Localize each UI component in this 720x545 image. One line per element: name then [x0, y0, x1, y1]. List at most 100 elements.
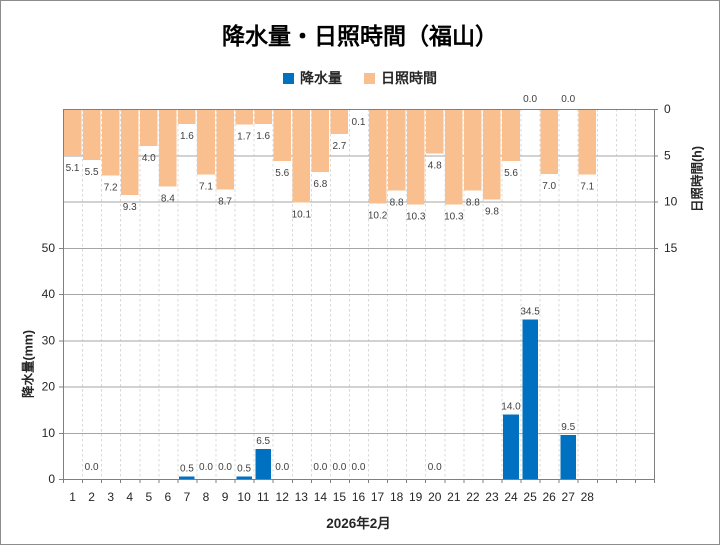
sunshine-data-label: 8.8: [390, 197, 404, 208]
legend: 降水量 日照時間: [1, 68, 719, 88]
sunshine-bar: [178, 109, 196, 124]
day-label: 28: [581, 490, 595, 504]
sunshine-bar: [120, 109, 139, 196]
sunshine-data-label: 4.8: [428, 160, 442, 171]
day-label: 26: [542, 490, 556, 504]
left-axis-tick-label: 30: [42, 333, 56, 347]
day-label: 16: [352, 490, 366, 504]
sunshine-bar: [330, 109, 349, 134]
precipitation-data-label: 0.0: [275, 462, 289, 473]
day-label: 7: [184, 490, 191, 504]
legend-swatch-precipitation-icon: [283, 72, 294, 84]
day-label: 3: [107, 490, 114, 504]
sunshine-bar: [63, 109, 82, 157]
sunshine-bar: [311, 109, 330, 172]
sunshine-data-label: 10.2: [368, 210, 388, 221]
precipitation-data-label: 0.0: [313, 462, 327, 473]
day-label: 2: [88, 490, 95, 504]
sunshine-data-label: 2.7: [332, 141, 346, 152]
sunshine-data-label: 5.6: [275, 168, 289, 179]
sunshine-data-label: 4.0: [142, 153, 156, 164]
sunshine-data-label: 5.5: [85, 167, 99, 178]
sunshine-bar: [502, 109, 520, 161]
precipitation-data-label: 9.5: [561, 422, 575, 433]
sunshine-bar: [445, 109, 463, 205]
day-label: 22: [466, 490, 480, 504]
day-label: 19: [409, 490, 423, 504]
day-label: 9: [222, 490, 229, 504]
sunshine-data-label: 10.3: [406, 211, 426, 222]
sunshine-data-label: 0.0: [523, 94, 537, 105]
precipitation-data-label: 0.0: [332, 462, 346, 473]
sunshine-bar: [578, 109, 597, 175]
precipitation-data-label: 0.0: [218, 462, 232, 473]
sunshine-data-label: 9.3: [123, 202, 137, 213]
sunshine-bar: [254, 109, 272, 124]
precipitation-bar: [255, 448, 271, 479]
legend-item-precipitation: 降水量: [283, 68, 342, 88]
precipitation-bar: [560, 435, 577, 479]
left-axis-tick-label: 50: [42, 241, 56, 255]
sunshine-data-label: 1.7: [237, 132, 251, 143]
legend-label-precipitation: 降水量: [300, 70, 342, 86]
sunshine-data-label: 5.1: [66, 163, 80, 174]
left-axis-title: 降水量(mm): [21, 329, 36, 399]
sunshine-data-label: 8.8: [466, 197, 480, 208]
sunshine-data-label: 6.8: [313, 179, 327, 190]
sunshine-bar: [387, 109, 406, 191]
precipitation-data-label: 34.5: [520, 306, 540, 317]
chart-title: 降水量・日照時間（福山）: [222, 23, 498, 49]
precipitation-data-label: 0.0: [85, 462, 99, 473]
day-label: 10: [237, 490, 251, 504]
sunshine-bar: [235, 109, 253, 125]
precipitation-data-label: 0.5: [180, 464, 194, 475]
legend-item-sunshine: 日照時間: [364, 68, 437, 88]
day-label: 8: [203, 490, 210, 504]
right-axis-tick-label: 15: [664, 241, 678, 255]
sunshine-data-label: 7.1: [199, 182, 213, 193]
day-label: 12: [276, 490, 290, 504]
day-label: 6: [165, 490, 172, 504]
left-axis-tick-label: 20: [42, 380, 56, 394]
day-label: 20: [428, 490, 442, 504]
sunshine-data-label: 7.0: [542, 181, 556, 192]
day-label: 25: [523, 490, 537, 504]
precipitation-bar: [503, 414, 519, 479]
sunshine-bar: [140, 109, 158, 146]
day-label: 18: [390, 490, 404, 504]
precipitation-bar: [522, 319, 538, 479]
precipitation-bar: [236, 476, 252, 479]
sunshine-data-label: 0.1: [352, 117, 366, 128]
right-axis-tick-label: 10: [664, 195, 678, 209]
sunshine-bar: [216, 109, 234, 190]
sunshine-bar: [82, 109, 101, 160]
sunshine-bar: [483, 109, 501, 200]
day-label: 17: [371, 490, 385, 504]
sunshine-data-label: 1.6: [256, 131, 270, 142]
sunshine-bar: [273, 109, 292, 161]
sunshine-data-label: 9.8: [485, 207, 499, 218]
sunshine-data-label: 7.1: [580, 182, 594, 193]
legend-label-sunshine: 日照時間: [381, 70, 437, 86]
day-label: 23: [485, 490, 499, 504]
sunshine-bar: [159, 109, 177, 187]
precipitation-data-label: 14.0: [501, 401, 521, 412]
precipitation-data-label: 0.0: [352, 462, 366, 473]
day-label: 15: [333, 490, 347, 504]
sunshine-bar: [540, 109, 558, 174]
left-axis-tick-label: 40: [42, 287, 56, 301]
day-label: 13: [295, 490, 309, 504]
precipitation-data-label: 6.5: [256, 436, 270, 447]
sunshine-bar: [425, 109, 444, 154]
left-axis-tick-label: 10: [42, 426, 56, 440]
sunshine-bar: [197, 109, 215, 175]
sunshine-data-label: 10.3: [444, 211, 464, 222]
sunshine-bar: [406, 109, 425, 205]
x-axis-label: 2026年2月: [326, 516, 391, 531]
sunshine-data-label: 1.6: [180, 131, 194, 142]
precipitation-data-label: 0.0: [199, 462, 213, 473]
sunshine-data-label: 8.4: [161, 194, 175, 205]
sunshine-data-label: 8.7: [218, 196, 232, 207]
